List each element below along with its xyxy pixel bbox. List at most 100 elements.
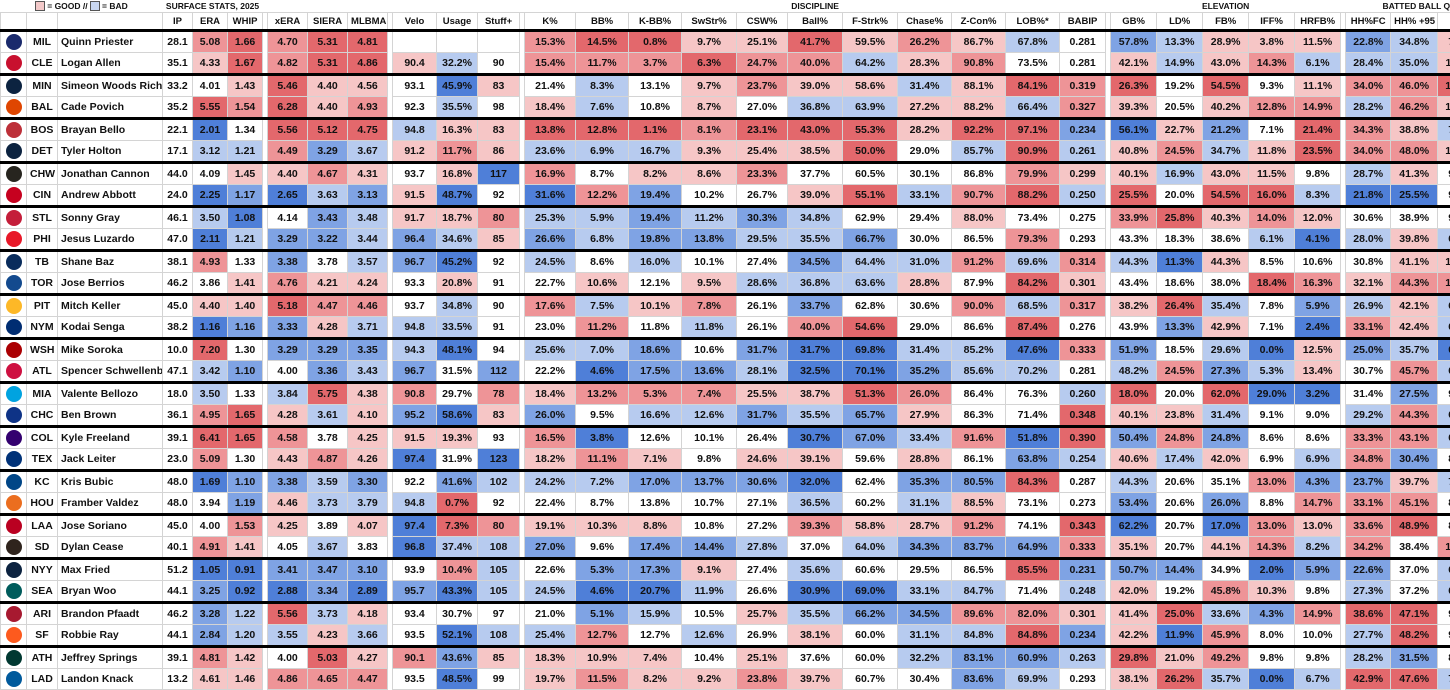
player-name[interactable]: Brayan Bello <box>58 119 163 141</box>
stat-cell: 78 <box>478 383 520 405</box>
stat-cell: 35.5% <box>437 97 478 119</box>
stat-cell: 7.6% <box>576 97 629 119</box>
team-logo-cell <box>1 273 27 295</box>
stat-cell: 29.4% <box>898 207 952 229</box>
player-name[interactable]: Jack Leiter <box>58 449 163 471</box>
stat-cell: 12.5% <box>1295 339 1341 361</box>
stat-cell: 62.2% <box>1111 515 1157 537</box>
stat-cell: 3.2% <box>1295 383 1341 405</box>
stat-cell: 31.4% <box>898 339 952 361</box>
player-name[interactable]: Simeon Woods Richardson <box>58 75 163 97</box>
player-name[interactable]: Framber Valdez <box>58 493 163 515</box>
player-name[interactable]: Kyle Freeland <box>58 427 163 449</box>
stat-cell: 21.8% <box>1346 185 1391 207</box>
stat-cell: 47.0 <box>163 229 193 251</box>
stat-cell: 93 <box>478 427 520 449</box>
stat-cell: 6.6% <box>1438 405 1450 427</box>
player-name[interactable]: Brandon Pfaadt <box>58 603 163 625</box>
player-name[interactable]: Robbie Ray <box>58 625 163 647</box>
stat-cell: 10.9% <box>576 647 629 669</box>
stat-cell: 14.9% <box>1295 603 1341 625</box>
team-abbr: TOR <box>27 273 58 295</box>
stat-cell: 42.1% <box>1391 295 1438 317</box>
stat-cell: 94.8 <box>393 317 437 339</box>
stat-cell: 24.6% <box>737 449 788 471</box>
stat-cell: 11.2% <box>576 317 629 339</box>
player-name[interactable]: Jose Soriano <box>58 515 163 537</box>
stat-cell: 9.8% <box>1295 647 1341 669</box>
stat-cell: 8.6% <box>576 251 629 273</box>
team-logo-cell <box>1 581 27 603</box>
col-header-6: Velo <box>393 13 437 31</box>
player-name[interactable]: Landon Knack <box>58 669 163 690</box>
stat-cell: 108 <box>478 625 520 647</box>
stat-cell: 48.0% <box>1391 141 1438 163</box>
stat-cell: 3.63 <box>308 185 348 207</box>
player-name[interactable]: Cade Povich <box>58 97 163 119</box>
stat-cell: 29.5% <box>737 229 788 251</box>
stat-cell: 71.4% <box>1006 405 1060 427</box>
stat-cell: 1.54 <box>228 97 263 119</box>
stat-cell: 10.0% <box>1295 625 1341 647</box>
col-header-20: GB% <box>1111 13 1157 31</box>
player-name[interactable]: Quinn Priester <box>58 31 163 53</box>
stat-cell: 80 <box>478 515 520 537</box>
stat-cell: 4.24 <box>348 273 388 295</box>
stat-cell: 3.44 <box>348 229 388 251</box>
player-name[interactable]: Jeffrey Springs <box>58 647 163 669</box>
stat-cell: 7.6% <box>1438 31 1450 53</box>
stat-cell: 39.8% <box>1391 229 1438 251</box>
player-name[interactable]: Andrew Abbott <box>58 185 163 207</box>
stat-cell: 34.8% <box>1346 449 1391 471</box>
stat-cell: 23.0% <box>525 317 576 339</box>
stat-cell: 42.4% <box>1391 317 1438 339</box>
player-name[interactable]: Mike Soroka <box>58 339 163 361</box>
player-name[interactable]: Max Fried <box>58 559 163 581</box>
stat-cell: 16.0% <box>629 251 682 273</box>
mariners-logo-icon <box>6 583 22 599</box>
player-name[interactable]: Shane Baz <box>58 251 163 273</box>
stat-cell: 13.3% <box>1157 317 1203 339</box>
stat-cell: 7.4% <box>629 647 682 669</box>
stat-cell: 29.0% <box>898 141 952 163</box>
stat-cell: 60.6% <box>843 559 898 581</box>
stat-cell: 44.3% <box>1391 405 1438 427</box>
player-name[interactable]: Jose Berrios <box>58 273 163 295</box>
player-name[interactable]: Kris Bubic <box>58 471 163 493</box>
player-name[interactable]: Dylan Cease <box>58 537 163 559</box>
player-name[interactable]: Tyler Holton <box>58 141 163 163</box>
stat-cell: 41.1% <box>1391 251 1438 273</box>
player-name[interactable]: Ben Brown <box>58 405 163 427</box>
stat-cell: 26.3% <box>1111 75 1157 97</box>
player-name[interactable]: Kodai Senga <box>58 317 163 339</box>
stat-cell: 4.09 <box>193 163 228 185</box>
stat-cell: 69.9% <box>1006 669 1060 690</box>
stat-cell: 22.7% <box>1157 119 1203 141</box>
player-name[interactable]: Sonny Gray <box>58 207 163 229</box>
stat-cell: 13.2 <box>163 669 193 690</box>
player-name[interactable]: Jesus Luzardo <box>58 229 163 251</box>
player-name[interactable]: Spencer Schwellenbach <box>58 361 163 383</box>
col-header-4: SIERA <box>308 13 348 31</box>
stat-cell: 14.3% <box>1249 53 1295 75</box>
stat-cell: 88.2% <box>952 97 1006 119</box>
player-name[interactable]: Logan Allen <box>58 53 163 75</box>
player-name[interactable]: Mitch Keller <box>58 295 163 317</box>
team-logo-cell <box>1 207 27 229</box>
stat-cell: 27.3% <box>1346 581 1391 603</box>
stat-cell: 3.67 <box>308 537 348 559</box>
stat-cell: 22.7% <box>525 273 576 295</box>
stat-cell: 95.2 <box>393 405 437 427</box>
stat-cell: 45.0 <box>163 295 193 317</box>
stat-cell: 25.4% <box>737 141 788 163</box>
player-name[interactable]: Jonathan Cannon <box>58 163 163 185</box>
stat-cell: 40.3% <box>1203 207 1249 229</box>
player-name[interactable]: Bryan Woo <box>58 581 163 603</box>
stat-cell: 29.0% <box>898 317 952 339</box>
player-name[interactable]: Valente Bellozo <box>58 383 163 405</box>
stat-cell: 30.7% <box>788 427 843 449</box>
stat-cell: 83.7% <box>952 537 1006 559</box>
stat-cell: 57.8% <box>1111 31 1157 53</box>
